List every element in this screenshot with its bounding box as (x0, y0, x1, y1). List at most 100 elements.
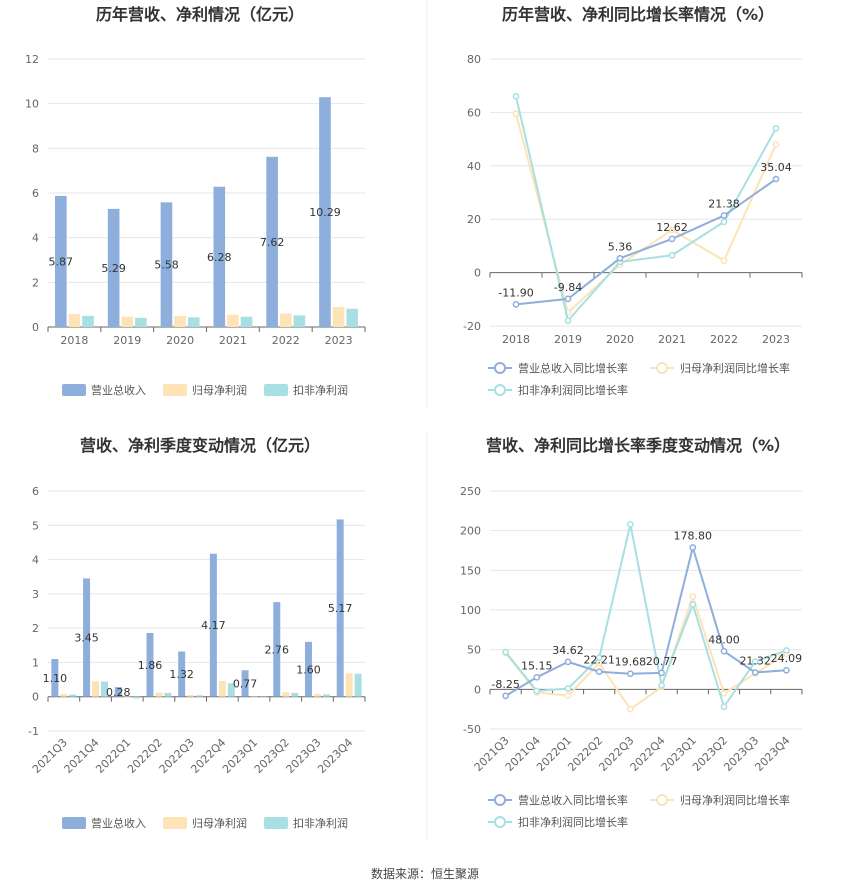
legend-marker (494, 816, 506, 828)
series-point-revenue (627, 670, 634, 678)
data-label: 20.77 (646, 655, 678, 668)
data-label: 5.87 (49, 255, 74, 268)
series-point-revenue (720, 647, 728, 655)
series-point-net_profit (720, 689, 728, 697)
y-tick-label: 20 (467, 213, 481, 226)
series-point-revenue (772, 175, 780, 183)
bar-net_profit (60, 693, 68, 697)
bar-revenue (51, 659, 59, 697)
series-line-revenue (505, 543, 787, 697)
data-label: 5.17 (328, 602, 353, 615)
legend-label: 营业总收入 (91, 383, 146, 397)
y-tick-label: 0 (474, 267, 481, 280)
chart-title: 历年营收、净利同比增长率情况（%） (502, 5, 774, 24)
legend-label: 营业总收入同比增长率 (518, 361, 628, 375)
series-point-revenue (751, 669, 759, 676)
bar-deducted_profit (135, 317, 147, 327)
bar-revenue (336, 519, 344, 697)
x-tick-label: 2018 (60, 334, 88, 347)
bar-revenue (241, 670, 249, 697)
data-label: 5.36 (608, 240, 633, 253)
bar-deducted_profit (101, 681, 109, 697)
legend-swatch (264, 384, 288, 396)
series-point-revenue (595, 668, 603, 676)
bar-net_profit (279, 313, 292, 327)
series-point-net_profit (689, 593, 697, 600)
x-tick-label: 2020 (606, 333, 634, 346)
legend-label: 扣非净利润同比增长率 (518, 383, 628, 397)
data-label: 12.62 (656, 221, 688, 234)
legend-label: 扣非净利润 (293, 816, 348, 830)
legend-label: 归母净利润 (192, 383, 247, 397)
bar-net_profit (227, 314, 239, 327)
y-tick-label: 8 (32, 142, 39, 155)
y-tick-label: -1 (28, 725, 39, 738)
bar-net_profit (123, 696, 131, 698)
series-point-revenue (512, 301, 520, 308)
series-point-deducted_profit (564, 317, 572, 325)
y-tick-label: 40 (467, 160, 481, 173)
bar-revenue (266, 156, 278, 327)
bar-revenue (146, 632, 154, 697)
bar-deducted_profit (259, 696, 267, 698)
x-tick-label: 2023Q4 (752, 734, 792, 774)
series-point-deducted_profit (720, 703, 728, 711)
bar-revenue (209, 553, 217, 697)
series-point-revenue (564, 295, 572, 303)
bar-revenue (114, 687, 122, 697)
chart-title: 历年营收、净利情况（亿元） (96, 5, 304, 24)
series-point-revenue (689, 544, 697, 551)
legend-label: 归母净利润同比增长率 (680, 793, 790, 807)
series-point-deducted_profit (512, 93, 520, 100)
y-tick-label: -20 (463, 320, 481, 333)
y-tick-label: 100 (460, 604, 481, 617)
bar-revenue (213, 186, 226, 327)
series-point-net_profit (627, 705, 634, 713)
bar-deducted_profit (164, 692, 172, 697)
series-point-deducted_profit (783, 647, 790, 654)
series-point-net_profit (772, 141, 780, 148)
data-label: 0.28 (106, 686, 131, 699)
bar-net_profit (218, 680, 226, 697)
series-point-deducted_profit (689, 601, 697, 608)
y-tick-label: 50 (467, 644, 481, 657)
y-tick-label: 2 (32, 276, 39, 289)
bar-deducted_profit (69, 694, 77, 697)
chart-quarterly-growth: 营收、净利同比增长率季度变动情况（%） -50 0 50 100 150 200 250 202… (460, 436, 803, 829)
series-point-deducted_profit (533, 687, 541, 695)
series-point-net_profit (668, 226, 676, 234)
bar-deducted_profit (82, 315, 94, 327)
legend-marker (494, 794, 506, 806)
data-label: 0.77 (233, 678, 258, 691)
bar-revenue (273, 602, 281, 697)
bar-net_profit (250, 696, 258, 698)
y-tick-label: 200 (460, 525, 481, 538)
legend-label: 归母净利润同比增长率 (680, 361, 790, 375)
x-tick-label: 2022 (710, 333, 738, 346)
data-label: -9.84 (554, 281, 582, 294)
series-point-revenue (564, 658, 572, 666)
y-tick-label: 250 (460, 485, 481, 498)
data-label: 7.62 (260, 236, 285, 249)
series-point-net_profit (720, 257, 728, 264)
series-line-deducted_profit (504, 524, 787, 710)
bar-net_profit (155, 692, 163, 697)
x-tick-label: 2021 (658, 333, 686, 346)
data-label: 19.68 (615, 656, 647, 669)
x-tick-label: 2018 (502, 333, 530, 346)
bar-deducted_profit (293, 315, 306, 327)
legend-label: 营业总收入 (91, 816, 146, 830)
legend-marker (494, 362, 506, 374)
data-source: 数据来源：恒生聚源 (371, 866, 479, 881)
data-label: 15.15 (521, 659, 553, 672)
x-tick-label: 2020 (166, 334, 194, 347)
legend-swatch (62, 817, 86, 829)
bar-deducted_profit (132, 696, 140, 699)
y-tick-label: 5 (32, 519, 39, 532)
y-tick-label: 2 (32, 622, 39, 635)
data-label: 1.32 (169, 668, 194, 681)
bar-deducted_profit (354, 673, 362, 697)
chart-annual-amounts: 历年营收、净利情况（亿元） 0 2 4 6 8 10 12 2018 2019 2020 2021 20… (25, 5, 366, 397)
y-tick-label: 0 (32, 691, 39, 704)
